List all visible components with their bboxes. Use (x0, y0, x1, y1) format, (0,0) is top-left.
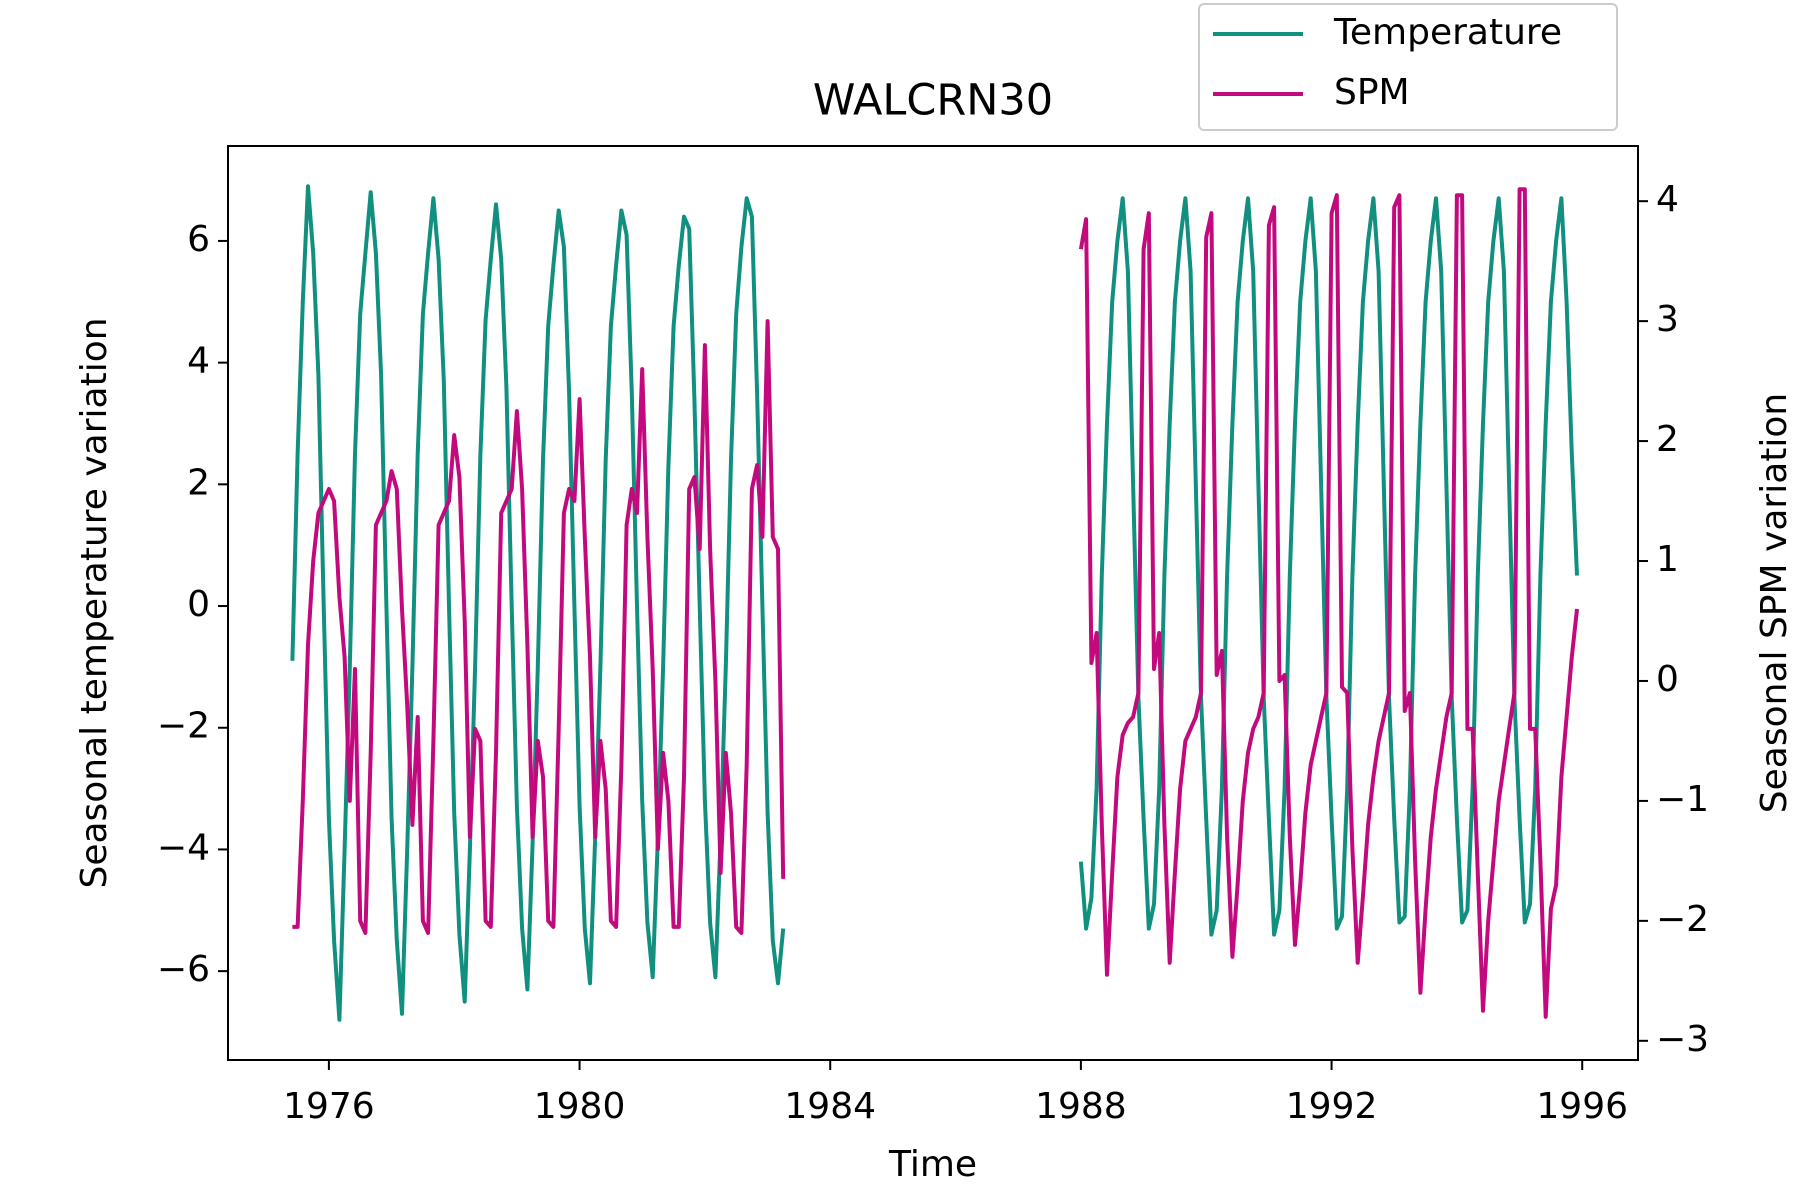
y-tick-label: −6 (157, 949, 210, 990)
x-tick-label: 1980 (534, 1086, 626, 1127)
y-tick-label: −4 (157, 827, 210, 868)
y2-tick-label: 2 (1656, 419, 1679, 460)
x-tick-label: 1984 (784, 1086, 876, 1127)
y2-tick-label: 4 (1656, 179, 1679, 220)
y2-tick-label: −3 (1656, 1019, 1709, 1060)
legend-box (1198, 3, 1618, 131)
y2-tick-label: −2 (1656, 899, 1709, 940)
data-line (290, 184, 1579, 1022)
data-line (292, 187, 1579, 1019)
y-tick-label: 0 (187, 584, 210, 625)
legend-label: SPM (1334, 72, 1410, 113)
x-tick-label: 1988 (1035, 1086, 1127, 1127)
x-tick-label: 1996 (1536, 1086, 1628, 1127)
plot-frame (227, 145, 1639, 1061)
y-axis-label: Seasonal temperature variation (74, 317, 115, 888)
x-tick-label: 1992 (1286, 1086, 1378, 1127)
y2-tick-label: 3 (1656, 299, 1679, 340)
y-tick-label: 6 (187, 219, 210, 260)
x-tick-label: 1976 (283, 1086, 375, 1127)
y2-tick-label: 0 (1656, 659, 1679, 700)
x-axis-label: Time (888, 1144, 977, 1185)
y-tick-label: 2 (187, 462, 210, 503)
legend-label: Temperature (1333, 12, 1562, 53)
chart-title: WALCRN30 (813, 76, 1053, 126)
y2-axis-label: Seasonal SPM variation (1754, 393, 1795, 813)
y-tick-label: 4 (187, 341, 210, 382)
y2-tick-label: 1 (1656, 539, 1679, 580)
y-tick-label: −2 (157, 706, 210, 747)
y2-tick-label: −1 (1656, 779, 1709, 820)
